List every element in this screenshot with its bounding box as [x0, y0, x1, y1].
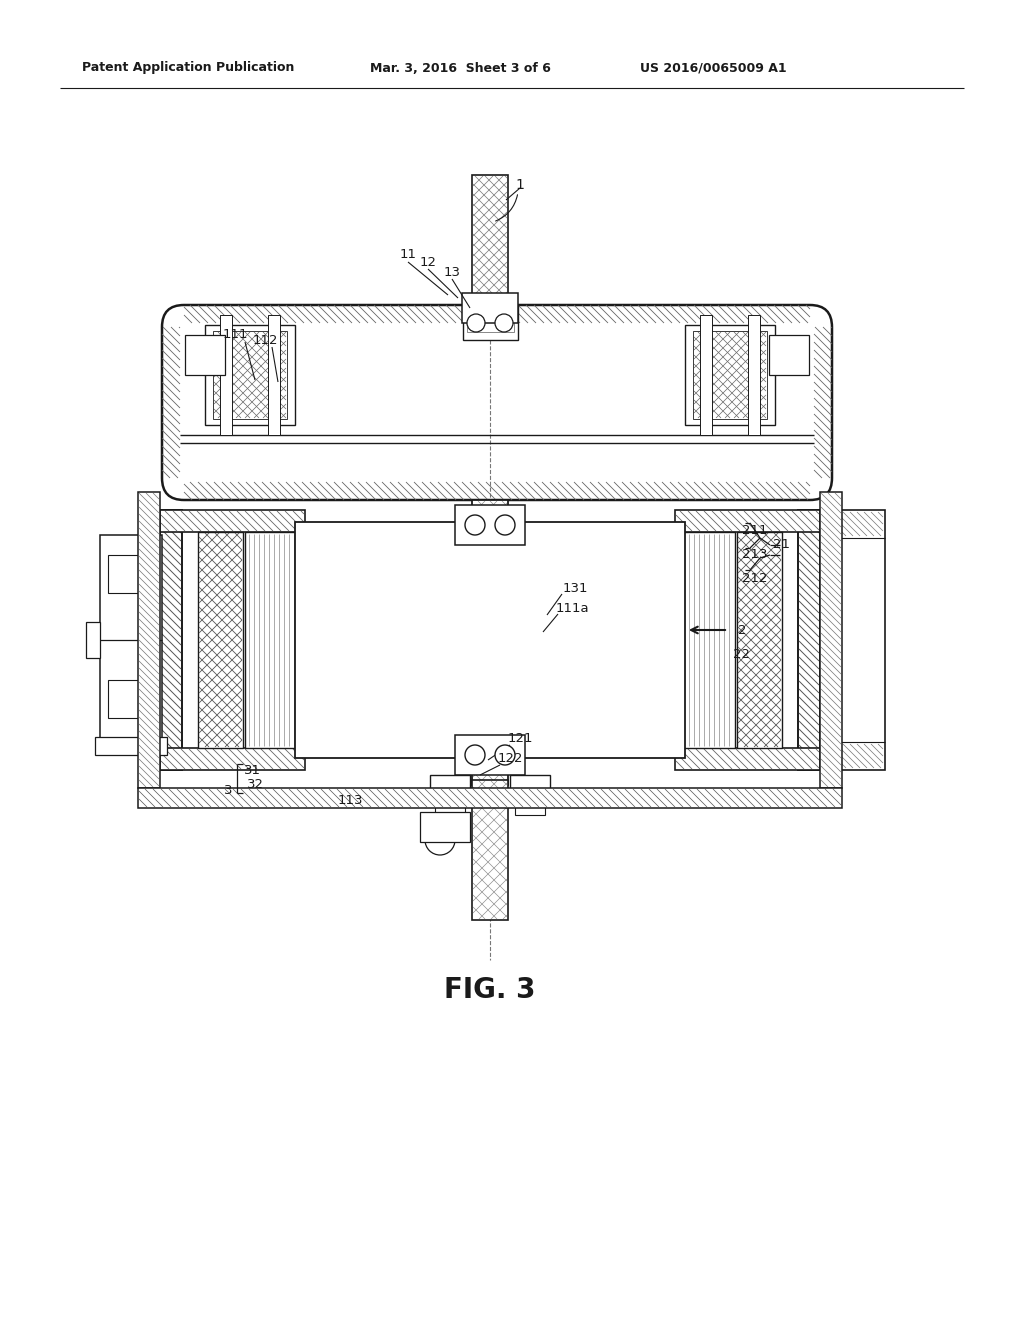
- Bar: [467, 310, 514, 333]
- Text: 113: 113: [337, 793, 362, 807]
- Bar: [675, 510, 820, 532]
- Bar: [205, 325, 295, 425]
- Text: 131: 131: [562, 582, 588, 594]
- Bar: [510, 775, 550, 800]
- Circle shape: [495, 744, 515, 766]
- Text: 111: 111: [222, 329, 248, 342]
- Bar: [820, 492, 842, 788]
- Text: 31: 31: [244, 763, 260, 776]
- Text: 212: 212: [742, 572, 768, 585]
- Bar: [462, 293, 518, 323]
- Circle shape: [465, 515, 485, 535]
- Circle shape: [495, 314, 513, 333]
- Bar: [160, 510, 182, 770]
- Bar: [430, 775, 470, 800]
- Bar: [769, 335, 809, 375]
- Bar: [680, 532, 735, 748]
- Bar: [455, 735, 525, 775]
- Bar: [420, 812, 470, 842]
- Circle shape: [495, 515, 515, 535]
- Text: Mar. 3, 2016  Sheet 3 of 6: Mar. 3, 2016 Sheet 3 of 6: [370, 62, 551, 74]
- Bar: [108, 554, 143, 593]
- Bar: [675, 748, 820, 770]
- Text: US 2016/0065009 A1: US 2016/0065009 A1: [640, 62, 786, 74]
- Bar: [220, 315, 232, 436]
- Text: 2: 2: [737, 623, 746, 636]
- Bar: [138, 788, 842, 808]
- Bar: [685, 325, 775, 425]
- FancyBboxPatch shape: [162, 305, 831, 500]
- Text: Patent Application Publication: Patent Application Publication: [82, 62, 294, 74]
- Bar: [455, 506, 525, 545]
- Text: 121: 121: [507, 731, 532, 744]
- Bar: [198, 532, 243, 748]
- Text: 11: 11: [399, 248, 417, 261]
- Text: 13: 13: [443, 265, 461, 279]
- Bar: [472, 780, 508, 920]
- Bar: [160, 748, 305, 770]
- Bar: [435, 800, 465, 814]
- Bar: [245, 532, 300, 748]
- Bar: [748, 315, 760, 436]
- Bar: [700, 315, 712, 436]
- Bar: [515, 800, 545, 814]
- Bar: [185, 335, 225, 375]
- Bar: [108, 680, 143, 718]
- Bar: [138, 492, 160, 788]
- Circle shape: [465, 744, 485, 766]
- Bar: [798, 510, 820, 770]
- Circle shape: [467, 314, 485, 333]
- Text: 1: 1: [515, 178, 524, 191]
- Bar: [472, 176, 508, 305]
- Text: 112: 112: [252, 334, 278, 346]
- Text: 213: 213: [742, 549, 768, 561]
- Bar: [693, 331, 767, 418]
- Bar: [472, 500, 508, 785]
- Bar: [213, 331, 287, 418]
- Text: FIG. 3: FIG. 3: [444, 975, 536, 1005]
- Bar: [837, 510, 885, 770]
- Bar: [95, 737, 167, 755]
- Bar: [268, 315, 280, 436]
- Text: 22: 22: [733, 648, 751, 661]
- Text: 12: 12: [420, 256, 436, 268]
- Text: 122: 122: [498, 751, 522, 764]
- Text: 21: 21: [773, 539, 791, 552]
- Bar: [295, 521, 685, 758]
- Text: 211: 211: [742, 524, 768, 536]
- Text: 32: 32: [247, 779, 263, 792]
- Bar: [737, 532, 782, 748]
- Bar: [100, 535, 162, 744]
- Bar: [86, 622, 100, 657]
- Text: 3: 3: [224, 784, 232, 796]
- Bar: [160, 510, 305, 532]
- Bar: [463, 305, 518, 341]
- Text: 111a: 111a: [555, 602, 589, 615]
